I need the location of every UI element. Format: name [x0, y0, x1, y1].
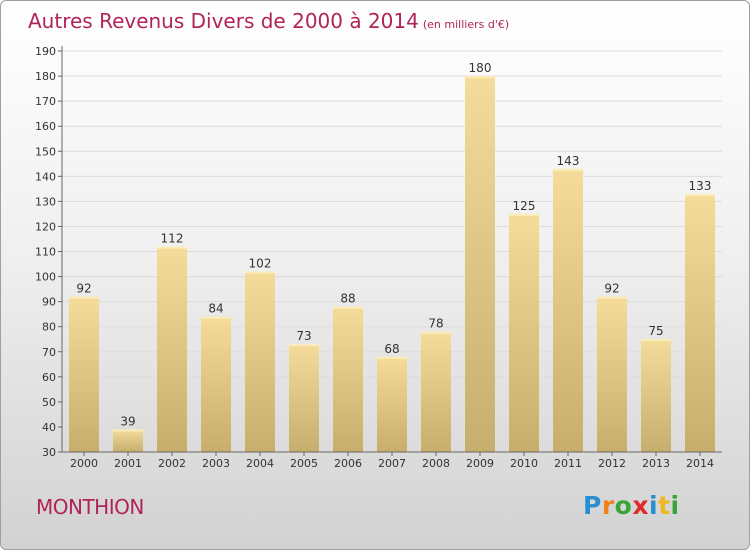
value-label-2009: 180 — [469, 61, 492, 75]
bar-2008 — [421, 331, 451, 452]
bars: 92 39 112 84 102 73 88 68 78 180 125 143 92 75 133 — [69, 61, 715, 452]
axes: 30 40 50 60 70 80 90 100 110 120 130 140 150 160 170 18… — [35, 45, 722, 470]
value-label-2008: 78 — [428, 317, 443, 331]
x-tick-label-2009: 2009 — [466, 457, 494, 470]
logo-letter: P — [583, 491, 602, 520]
y-tick-label: 190 — [35, 45, 56, 58]
value-label-2002: 112 — [161, 231, 184, 245]
bar-top-highlight — [377, 356, 407, 359]
value-label-2007: 68 — [384, 342, 399, 356]
bar-2004 — [245, 271, 275, 452]
chart-title-main: Autres Revenus Divers de 2000 à 2014 — [28, 9, 419, 33]
y-tick-label: 140 — [35, 170, 56, 183]
bar-2001 — [113, 429, 143, 452]
x-tick-label-2001: 2001 — [114, 457, 142, 470]
x-tick-label-2011: 2011 — [554, 457, 582, 470]
bar-2007 — [377, 356, 407, 452]
x-tick-label-2013: 2013 — [642, 457, 670, 470]
logo-letter: i — [670, 491, 680, 520]
y-tick-label: 150 — [35, 145, 56, 158]
bar-top-highlight — [157, 246, 187, 249]
y-tick-label: 130 — [35, 195, 56, 208]
bar-2012 — [597, 296, 627, 452]
value-label-2014: 133 — [689, 179, 712, 193]
bar-top-highlight — [289, 344, 319, 347]
bar-top-highlight — [553, 168, 583, 171]
bar-top-highlight — [597, 296, 627, 299]
x-tick-label-2005: 2005 — [290, 457, 318, 470]
x-tick-label-2008: 2008 — [422, 457, 450, 470]
bar-2010 — [509, 213, 539, 452]
bar-2002 — [157, 246, 187, 452]
value-label-2001: 39 — [120, 414, 135, 428]
bar-top-highlight — [113, 429, 143, 432]
bar-2000 — [69, 296, 99, 452]
logo-letter: o — [614, 491, 633, 520]
y-tick-label: 30 — [42, 446, 56, 459]
y-tick-label: 40 — [42, 421, 56, 434]
value-label-2003: 84 — [208, 302, 223, 316]
x-tick-label-2002: 2002 — [158, 457, 186, 470]
bar-top-highlight — [421, 331, 451, 334]
y-tick-label: 70 — [42, 346, 56, 359]
value-label-2000: 92 — [76, 282, 91, 296]
bar-2013 — [641, 339, 671, 452]
bar-2009 — [465, 76, 495, 452]
value-label-2005: 73 — [296, 329, 311, 343]
bar-top-highlight — [465, 76, 495, 79]
town-name: MONTHION — [36, 495, 144, 519]
bar-top-highlight — [69, 296, 99, 299]
y-tick-label: 60 — [42, 371, 56, 384]
chart-subtitle: (en milliers d'€) — [422, 18, 510, 31]
y-tick-label: 160 — [35, 120, 56, 133]
y-tick-label: 170 — [35, 95, 56, 108]
bar-top-highlight — [685, 193, 715, 196]
y-tick-label: 100 — [35, 271, 56, 284]
value-label-2004: 102 — [249, 257, 272, 271]
logo-letter: t — [658, 491, 671, 520]
y-tick-label: 90 — [42, 296, 56, 309]
x-tick-label-2003: 2003 — [202, 457, 230, 470]
x-tick-label-2012: 2012 — [598, 457, 626, 470]
logo-letter: r — [601, 491, 615, 520]
y-tick-label: 50 — [42, 396, 56, 409]
value-label-2013: 75 — [648, 324, 663, 338]
bar-top-highlight — [509, 213, 539, 216]
bar-top-highlight — [333, 306, 363, 309]
value-label-2011: 143 — [557, 154, 580, 168]
bar-2006 — [333, 306, 363, 452]
bar-2005 — [289, 344, 319, 452]
bar-2003 — [201, 316, 231, 452]
value-label-2006: 88 — [340, 292, 355, 306]
logo-letter: i — [649, 491, 659, 520]
proxiti-logo: Proxiti — [583, 491, 680, 520]
y-tick-label: 180 — [35, 70, 56, 83]
chart-title: Autres Revenus Divers de 2000 à 2014 (en … — [28, 9, 509, 33]
x-tick-label-2004: 2004 — [246, 457, 274, 470]
y-tick-label: 120 — [35, 220, 56, 233]
bar-top-highlight — [245, 271, 275, 274]
x-tick-label-2014: 2014 — [686, 457, 714, 470]
value-label-2012: 92 — [604, 282, 619, 296]
x-tick-label-2000: 2000 — [70, 457, 98, 470]
bar-top-highlight — [201, 316, 231, 319]
x-tick-label-2006: 2006 — [334, 457, 362, 470]
logo-letter: x — [632, 491, 649, 520]
bar-top-highlight — [641, 339, 671, 342]
y-tick-label: 80 — [42, 321, 56, 334]
bar-2011 — [553, 168, 583, 452]
y-tick-label: 110 — [35, 246, 56, 259]
x-tick-label-2007: 2007 — [378, 457, 406, 470]
bar-2014 — [685, 193, 715, 452]
value-label-2010: 125 — [513, 199, 536, 213]
x-tick-label-2010: 2010 — [510, 457, 538, 470]
